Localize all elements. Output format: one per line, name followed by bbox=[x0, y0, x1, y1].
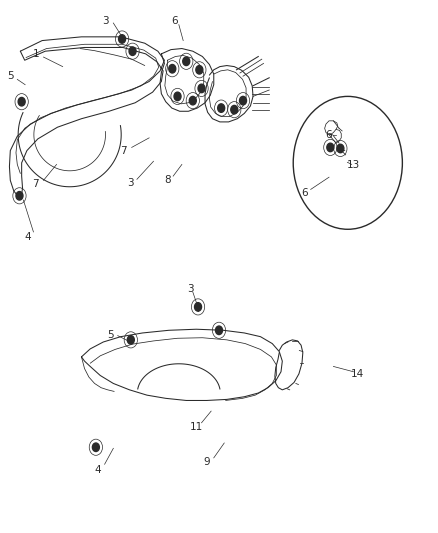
Text: 6: 6 bbox=[171, 16, 178, 26]
Circle shape bbox=[129, 47, 136, 55]
Circle shape bbox=[127, 336, 134, 344]
Circle shape bbox=[174, 92, 181, 101]
Circle shape bbox=[337, 144, 344, 153]
Circle shape bbox=[18, 98, 25, 106]
Text: 5: 5 bbox=[7, 71, 14, 81]
Circle shape bbox=[189, 96, 196, 105]
Circle shape bbox=[92, 443, 99, 451]
Circle shape bbox=[194, 303, 201, 311]
Circle shape bbox=[16, 191, 23, 200]
Text: 7: 7 bbox=[120, 146, 127, 156]
Circle shape bbox=[240, 96, 247, 105]
Text: 3: 3 bbox=[127, 177, 134, 188]
Text: 4: 4 bbox=[94, 465, 101, 474]
Text: 8: 8 bbox=[164, 175, 171, 185]
Circle shape bbox=[231, 106, 238, 114]
Circle shape bbox=[119, 35, 126, 43]
Text: 6: 6 bbox=[326, 130, 332, 140]
Circle shape bbox=[169, 64, 176, 73]
Text: 3: 3 bbox=[102, 16, 109, 26]
Text: 9: 9 bbox=[204, 457, 210, 467]
Text: 14: 14 bbox=[351, 369, 364, 379]
Text: 13: 13 bbox=[347, 160, 360, 171]
Text: 5: 5 bbox=[107, 329, 114, 340]
Circle shape bbox=[183, 57, 190, 66]
Text: 4: 4 bbox=[25, 232, 31, 243]
Circle shape bbox=[327, 143, 334, 152]
Circle shape bbox=[218, 104, 225, 112]
Text: 3: 3 bbox=[187, 284, 194, 294]
Circle shape bbox=[198, 84, 205, 93]
Text: 7: 7 bbox=[32, 179, 39, 189]
Circle shape bbox=[196, 66, 203, 74]
Text: 1: 1 bbox=[33, 49, 40, 59]
Circle shape bbox=[215, 326, 223, 335]
Text: 11: 11 bbox=[190, 422, 203, 432]
Text: 6: 6 bbox=[301, 188, 307, 198]
